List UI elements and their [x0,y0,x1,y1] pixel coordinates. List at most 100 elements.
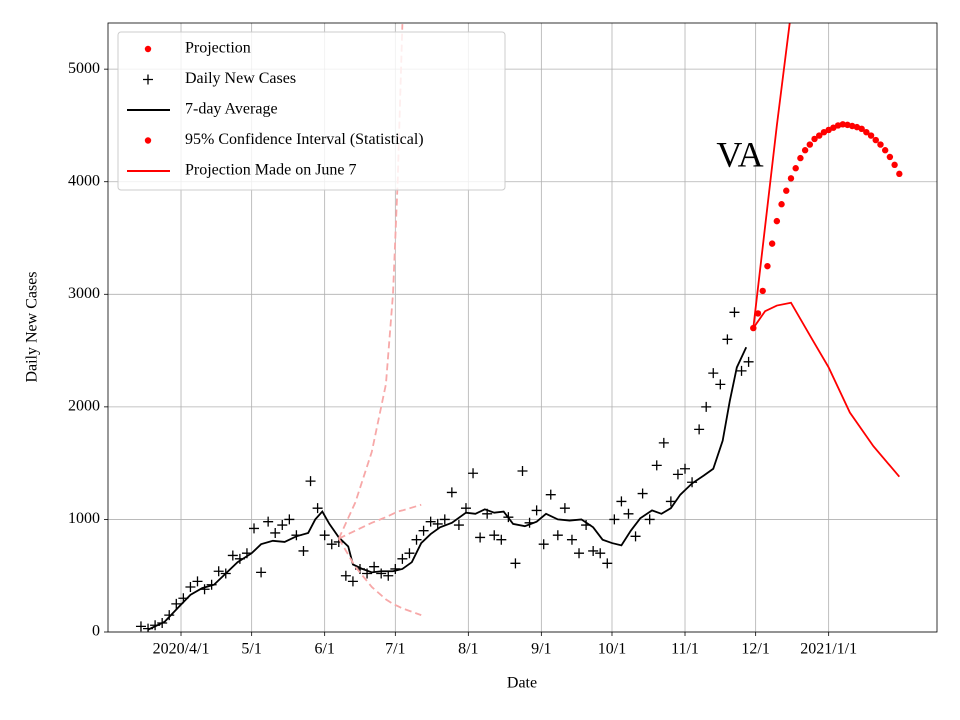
case-marker [680,463,691,474]
case-marker [743,356,754,367]
projection-dot [867,132,875,139]
case-marker [708,368,719,379]
projection-dot [806,141,814,148]
case-marker [312,503,323,514]
legend-label: 95% Confidence Interval (Statistical) [185,131,424,148]
case-marker [616,496,627,507]
legend-marker [143,74,153,85]
x-tick-label: 5/1 [241,641,261,658]
case-marker [397,553,408,564]
case-marker [411,534,422,545]
projection-dot [839,121,846,128]
case-marker [185,581,196,592]
annotation: VA [716,134,763,174]
case-marker [164,610,175,621]
projection-dot [858,125,865,133]
projection-dot [778,201,785,208]
case-marker [566,534,577,545]
case-marker [192,576,203,587]
case-marker [552,530,563,541]
case-marker [736,365,747,376]
x-tick-label: 9/1 [531,641,551,658]
case-marker [545,489,556,500]
case-marker [249,523,260,534]
projection-dot [773,217,781,225]
case-marker [171,598,182,609]
case-marker [213,566,224,577]
case-marker [715,379,726,390]
case-marker [602,558,613,569]
projection-dot [872,136,879,144]
x-tick-label: 10/1 [598,641,626,658]
average-line [147,346,748,631]
case-marker [347,576,358,587]
case-marker [468,468,479,479]
projection-dot [792,165,799,172]
projection-dot [881,147,889,154]
case-marker [418,525,429,536]
projection-dot [787,175,795,182]
legend-label: Daily New Cases [185,70,296,87]
case-marker [425,516,436,527]
case-marker [298,545,309,556]
projection-dot [754,310,762,317]
case-marker [694,424,705,435]
case-marker [588,545,599,556]
axes-frame [107,22,938,633]
case-marker [439,514,450,525]
case-marker [453,520,464,531]
projection-dot [768,240,776,247]
y-tick-label: 1000 [68,510,100,527]
x-tick-label: 2020/4/1 [153,641,210,658]
case-marker [623,508,634,519]
case-marker [340,570,351,581]
case-marker [665,496,676,507]
case-marker [432,518,443,529]
y-axis-label: Daily New Cases [24,271,41,382]
case-marker [475,532,486,543]
interval-line [752,23,791,329]
case-marker [227,550,238,561]
projection-dot [891,161,898,169]
case-marker [284,514,295,525]
case-marker [687,477,698,488]
x-tick-label: 7/1 [385,641,405,658]
case-marker [672,469,683,480]
case-marker [305,476,316,487]
case-marker [722,334,733,345]
interval-line [752,301,901,478]
case-marker [517,466,528,477]
ticks: 0 1000 2000 3000 4000 5000 2020/4/1 5/1 6/1 7/1 8/… [68,60,857,658]
y-tick-label: 5000 [68,60,100,77]
x-tick-label: 2021/1/1 [800,641,857,658]
case-marker [637,488,648,499]
y-tick-label: 4000 [68,172,100,189]
legend: Projection Daily New Cases 7-day Average 95… [117,31,506,191]
case-marker [277,520,288,531]
legend-label: 7-day Average [185,101,278,118]
case-marker [496,534,507,545]
case-marker [595,548,606,559]
case-marker [559,503,570,514]
x-tick-label: 6/1 [314,641,334,658]
y-tick-label: 0 [92,623,100,640]
case-marker [644,514,655,525]
legend-marker [144,137,152,144]
case-marker [460,503,471,514]
projection-dot [886,153,894,161]
y-tick-label: 3000 [68,285,100,302]
projection-dot [797,154,804,162]
case-marker [531,505,542,516]
legend-label: Projection [185,40,251,57]
projection-dot [783,187,790,194]
case-marker [574,548,585,559]
case-marker [446,487,457,498]
case-marker [376,568,387,579]
projection-dot [877,141,884,148]
legend-marker [144,45,152,53]
case-marker [263,516,274,527]
interval-line [338,503,422,540]
projection-dot [816,132,823,139]
interval-line [338,538,422,616]
